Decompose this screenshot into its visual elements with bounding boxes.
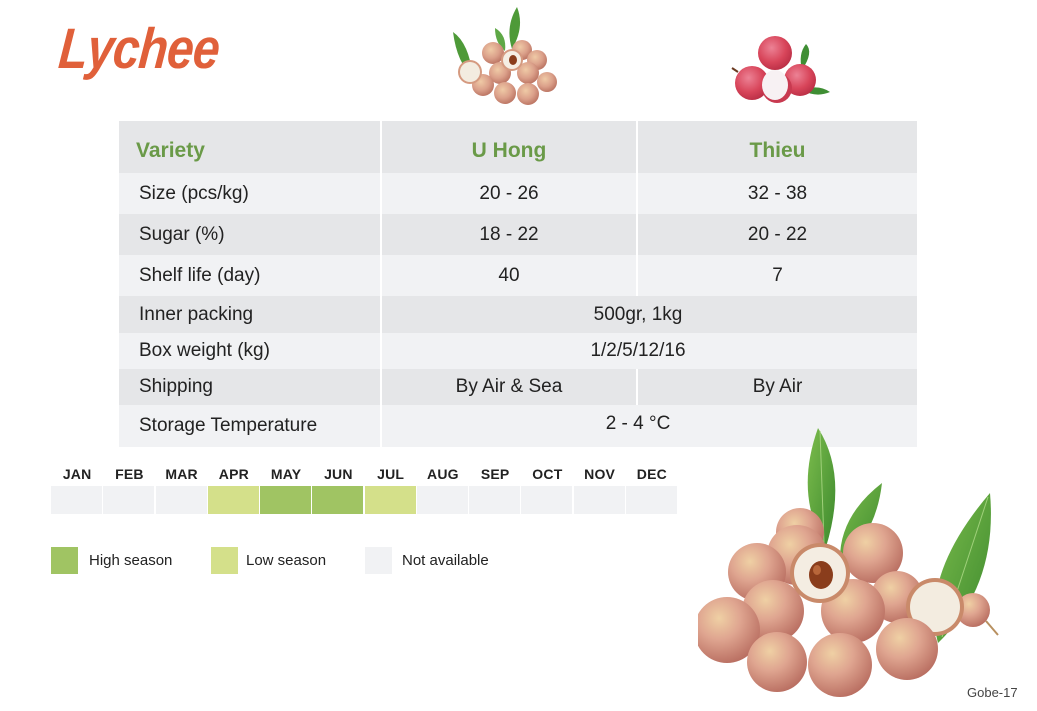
month-label: JUL <box>377 466 405 482</box>
box-weight-value: 1/2/5/12/16 <box>380 333 917 369</box>
thieu-shelf-life: 7 <box>636 255 917 296</box>
lychee-u-hong-photo <box>453 7 557 105</box>
u-hong-sugar: 18 - 22 <box>380 214 636 255</box>
row-label: Storage Temperature <box>139 415 318 436</box>
legend-low-season: Low season <box>211 547 326 574</box>
row-label: Shelf life (day) <box>139 264 261 286</box>
legend-not-available: Not available <box>365 547 489 574</box>
legend-label: High season <box>89 552 173 569</box>
season-calendar: JAN FEB MAR APR MAY JUN JUL AUG SEP OCT … <box>51 466 678 514</box>
month-cells <box>51 486 678 514</box>
row-label: Inner packing <box>139 303 254 325</box>
month-cell-dec <box>625 486 677 514</box>
month-label: MAY <box>270 466 302 482</box>
low-season-swatch <box>211 547 238 574</box>
table-row-size: Size (pcs/kg) 20 - 26 32 - 38 <box>119 173 917 214</box>
table-header-row: Variety U Hong Thieu <box>119 121 917 173</box>
row-label: Box weight (kg) <box>139 340 270 361</box>
thieu-shipping: By Air <box>636 369 917 405</box>
table-row-box-weight: Box weight (kg) 1/2/5/12/16 <box>119 333 917 369</box>
legend-label: Low season <box>246 552 327 569</box>
month-cell-mar <box>155 486 207 514</box>
not-available-swatch <box>365 547 392 574</box>
row-label: Size (pcs/kg) <box>139 182 249 204</box>
month-labels: JAN FEB MAR APR MAY JUN JUL AUG SEP OCT … <box>51 466 678 482</box>
month-label: DEC <box>636 466 667 482</box>
month-label: OCT <box>532 466 563 482</box>
month-label: AUG <box>427 466 459 482</box>
page-title: Lychee <box>56 17 222 81</box>
row-label: Shipping <box>139 376 213 397</box>
column-header-thieu: Thieu <box>636 121 917 173</box>
table-row-inner-packing: Inner packing 500gr, 1kg <box>119 296 917 333</box>
legend-high-season: High season <box>51 547 172 574</box>
month-cell-jan <box>51 486 102 514</box>
legend-label: Not available <box>402 552 489 569</box>
high-season-swatch <box>51 547 78 574</box>
thieu-size: 32 - 38 <box>636 173 917 214</box>
month-label: MAR <box>165 466 198 482</box>
inner-packing-value: 500gr, 1kg <box>380 296 917 333</box>
month-cell-oct <box>521 486 573 514</box>
month-label: JAN <box>62 466 92 482</box>
month-label: FEB <box>115 466 144 482</box>
column-header-u-hong: U Hong <box>380 121 636 173</box>
table-row-shipping: Shipping By Air & Sea By Air <box>119 369 917 405</box>
storage-temperature-value: 2 - 4 °C <box>380 405 917 447</box>
month-label: SEP <box>480 466 510 482</box>
month-cell-jul <box>364 486 416 514</box>
row-label: Sugar (%) <box>139 223 225 245</box>
variety-header: Variety <box>136 139 205 162</box>
month-label: APR <box>218 466 249 482</box>
month-label: JUN <box>324 466 353 482</box>
month-cell-apr <box>207 486 259 514</box>
variety-spec-table: Variety U Hong Thieu Size (pcs/kg) 20 - … <box>119 121 917 447</box>
u-hong-size: 20 - 26 <box>380 173 636 214</box>
lychee-thieu-photo <box>731 36 830 103</box>
month-cell-feb <box>103 486 155 514</box>
month-label: NOV <box>584 466 616 482</box>
thieu-sugar: 20 - 22 <box>636 214 917 255</box>
lychee-bunch-photo <box>698 428 999 697</box>
table-row-storage-temperature: Storage Temperature 2 - 4 °C <box>119 405 917 447</box>
month-cell-aug <box>416 486 468 514</box>
u-hong-shelf-life: 40 <box>380 255 636 296</box>
month-cell-nov <box>573 486 625 514</box>
month-cell-may <box>260 486 311 514</box>
page-code: Gobe-17 <box>967 685 1018 700</box>
u-hong-shipping: By Air & Sea <box>380 369 636 405</box>
table-row-shelf-life: Shelf life (day) 40 7 <box>119 255 917 296</box>
month-cell-jun <box>312 486 364 514</box>
table-row-sugar: Sugar (%) 18 - 22 20 - 22 <box>119 214 917 255</box>
month-cell-sep <box>469 486 520 514</box>
